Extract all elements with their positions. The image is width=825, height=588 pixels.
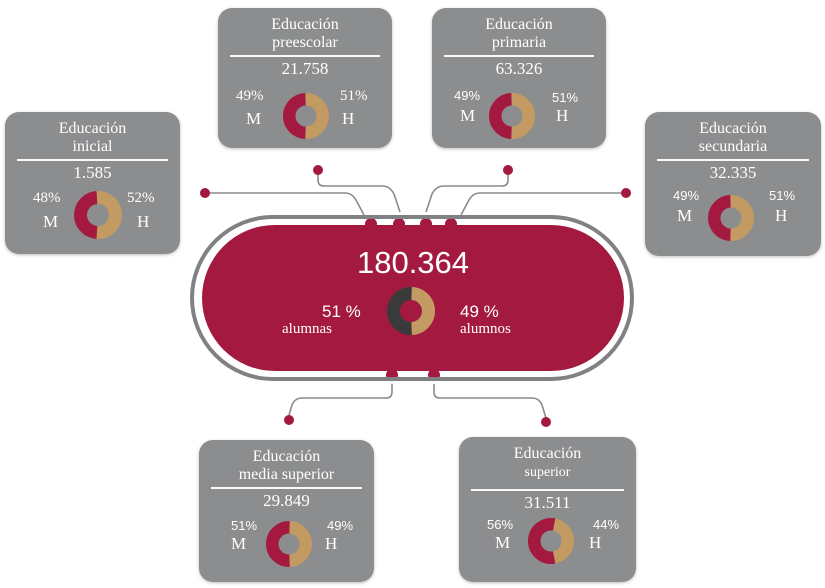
center-outline bbox=[190, 215, 634, 381]
card-total: 31.511 bbox=[524, 492, 571, 512]
female-label: M bbox=[231, 534, 247, 553]
card-total: 29.849 bbox=[263, 490, 310, 510]
male-label: H bbox=[342, 109, 355, 128]
female-percent: 49% bbox=[454, 88, 481, 103]
female-label: alumnas bbox=[282, 321, 332, 337]
female-segment bbox=[387, 287, 412, 335]
male-percent: 44% bbox=[593, 517, 620, 532]
gender-donut-chart bbox=[489, 93, 535, 139]
divider bbox=[471, 489, 624, 491]
female-segment bbox=[708, 195, 732, 241]
male-segment bbox=[305, 93, 329, 139]
card-total: 1.585 bbox=[73, 162, 112, 182]
male-label: H bbox=[137, 212, 150, 231]
card-total: 21.758 bbox=[281, 58, 329, 78]
card-title: Educación media superior bbox=[238, 448, 335, 483]
female-percent: 49% bbox=[673, 188, 700, 203]
female-label: M bbox=[43, 212, 59, 231]
male-percent: 49% bbox=[327, 518, 354, 533]
male-label: H bbox=[556, 106, 569, 125]
female-segment bbox=[528, 518, 556, 564]
total-students-panel: 180.364 51 % alumnas 49 % alumnos bbox=[202, 225, 624, 371]
male-label: H bbox=[775, 206, 788, 225]
card-title: Educación superior bbox=[513, 445, 582, 480]
center-donut-chart bbox=[387, 287, 435, 335]
male-label: H bbox=[589, 533, 602, 552]
card-title: Educación inicial bbox=[58, 120, 127, 155]
divider bbox=[657, 159, 809, 161]
male-segment bbox=[410, 287, 435, 335]
card-title: Educación primaria bbox=[485, 16, 553, 51]
female-segment bbox=[74, 191, 98, 239]
card-title: Educación preescolar bbox=[271, 16, 339, 51]
male-segment bbox=[288, 521, 312, 567]
male-percent: 51% bbox=[552, 90, 579, 105]
male-label: H bbox=[325, 534, 338, 553]
female-percent: 48% bbox=[33, 190, 61, 206]
female-percent: 49% bbox=[236, 88, 264, 104]
gender-donut-chart bbox=[74, 191, 122, 239]
female-percent: 51 % bbox=[322, 302, 361, 321]
total-students: 180.364 bbox=[356, 245, 470, 280]
divider bbox=[211, 487, 362, 489]
gender-donut-chart bbox=[283, 93, 329, 139]
female-label: M bbox=[460, 106, 476, 125]
card-educacion-superior: Educación superior 31.511 56% M 44% H bbox=[459, 437, 636, 582]
female-percent: 56% bbox=[487, 517, 514, 532]
card-educacion-inicial: Educación inicial 1.585 48% M 52% H bbox=[5, 112, 180, 254]
female-segment bbox=[266, 521, 290, 567]
divider bbox=[17, 159, 168, 161]
female-segment bbox=[489, 93, 513, 139]
male-percent: 51% bbox=[340, 88, 368, 104]
female-percent: 51% bbox=[231, 518, 258, 533]
female-label: M bbox=[246, 109, 262, 128]
male-segment bbox=[730, 195, 754, 241]
card-educacion-media-superior: Educación media superior 29.849 51% M 49%… bbox=[199, 440, 374, 582]
female-label: M bbox=[495, 533, 511, 552]
card-total: 32.335 bbox=[709, 162, 757, 182]
gender-donut-chart bbox=[708, 195, 754, 241]
divider bbox=[444, 55, 594, 57]
female-segment bbox=[283, 93, 307, 139]
gender-donut-chart bbox=[528, 518, 574, 564]
male-percent: 49 % bbox=[460, 302, 499, 321]
card-title: Educación secundaria bbox=[698, 120, 768, 155]
card-educacion-preescolar: Educación preescolar 21.758 49% M 51% H bbox=[218, 8, 392, 148]
male-label: alumnos bbox=[460, 321, 511, 337]
card-educacion-secundaria: Educación secundaria 32.335 49% M 51% H bbox=[645, 112, 821, 256]
female-label: M bbox=[677, 206, 693, 225]
male-percent: 52% bbox=[127, 190, 155, 206]
male-percent: 51% bbox=[769, 188, 796, 203]
male-segment bbox=[511, 93, 535, 139]
card-educacion-primaria: Educación primaria 63.326 49% M 51% H bbox=[432, 8, 606, 148]
divider bbox=[230, 55, 380, 57]
gender-donut-chart bbox=[266, 521, 312, 567]
male-segment bbox=[96, 191, 122, 239]
male-segment bbox=[552, 518, 574, 564]
card-total: 63.326 bbox=[495, 58, 543, 78]
